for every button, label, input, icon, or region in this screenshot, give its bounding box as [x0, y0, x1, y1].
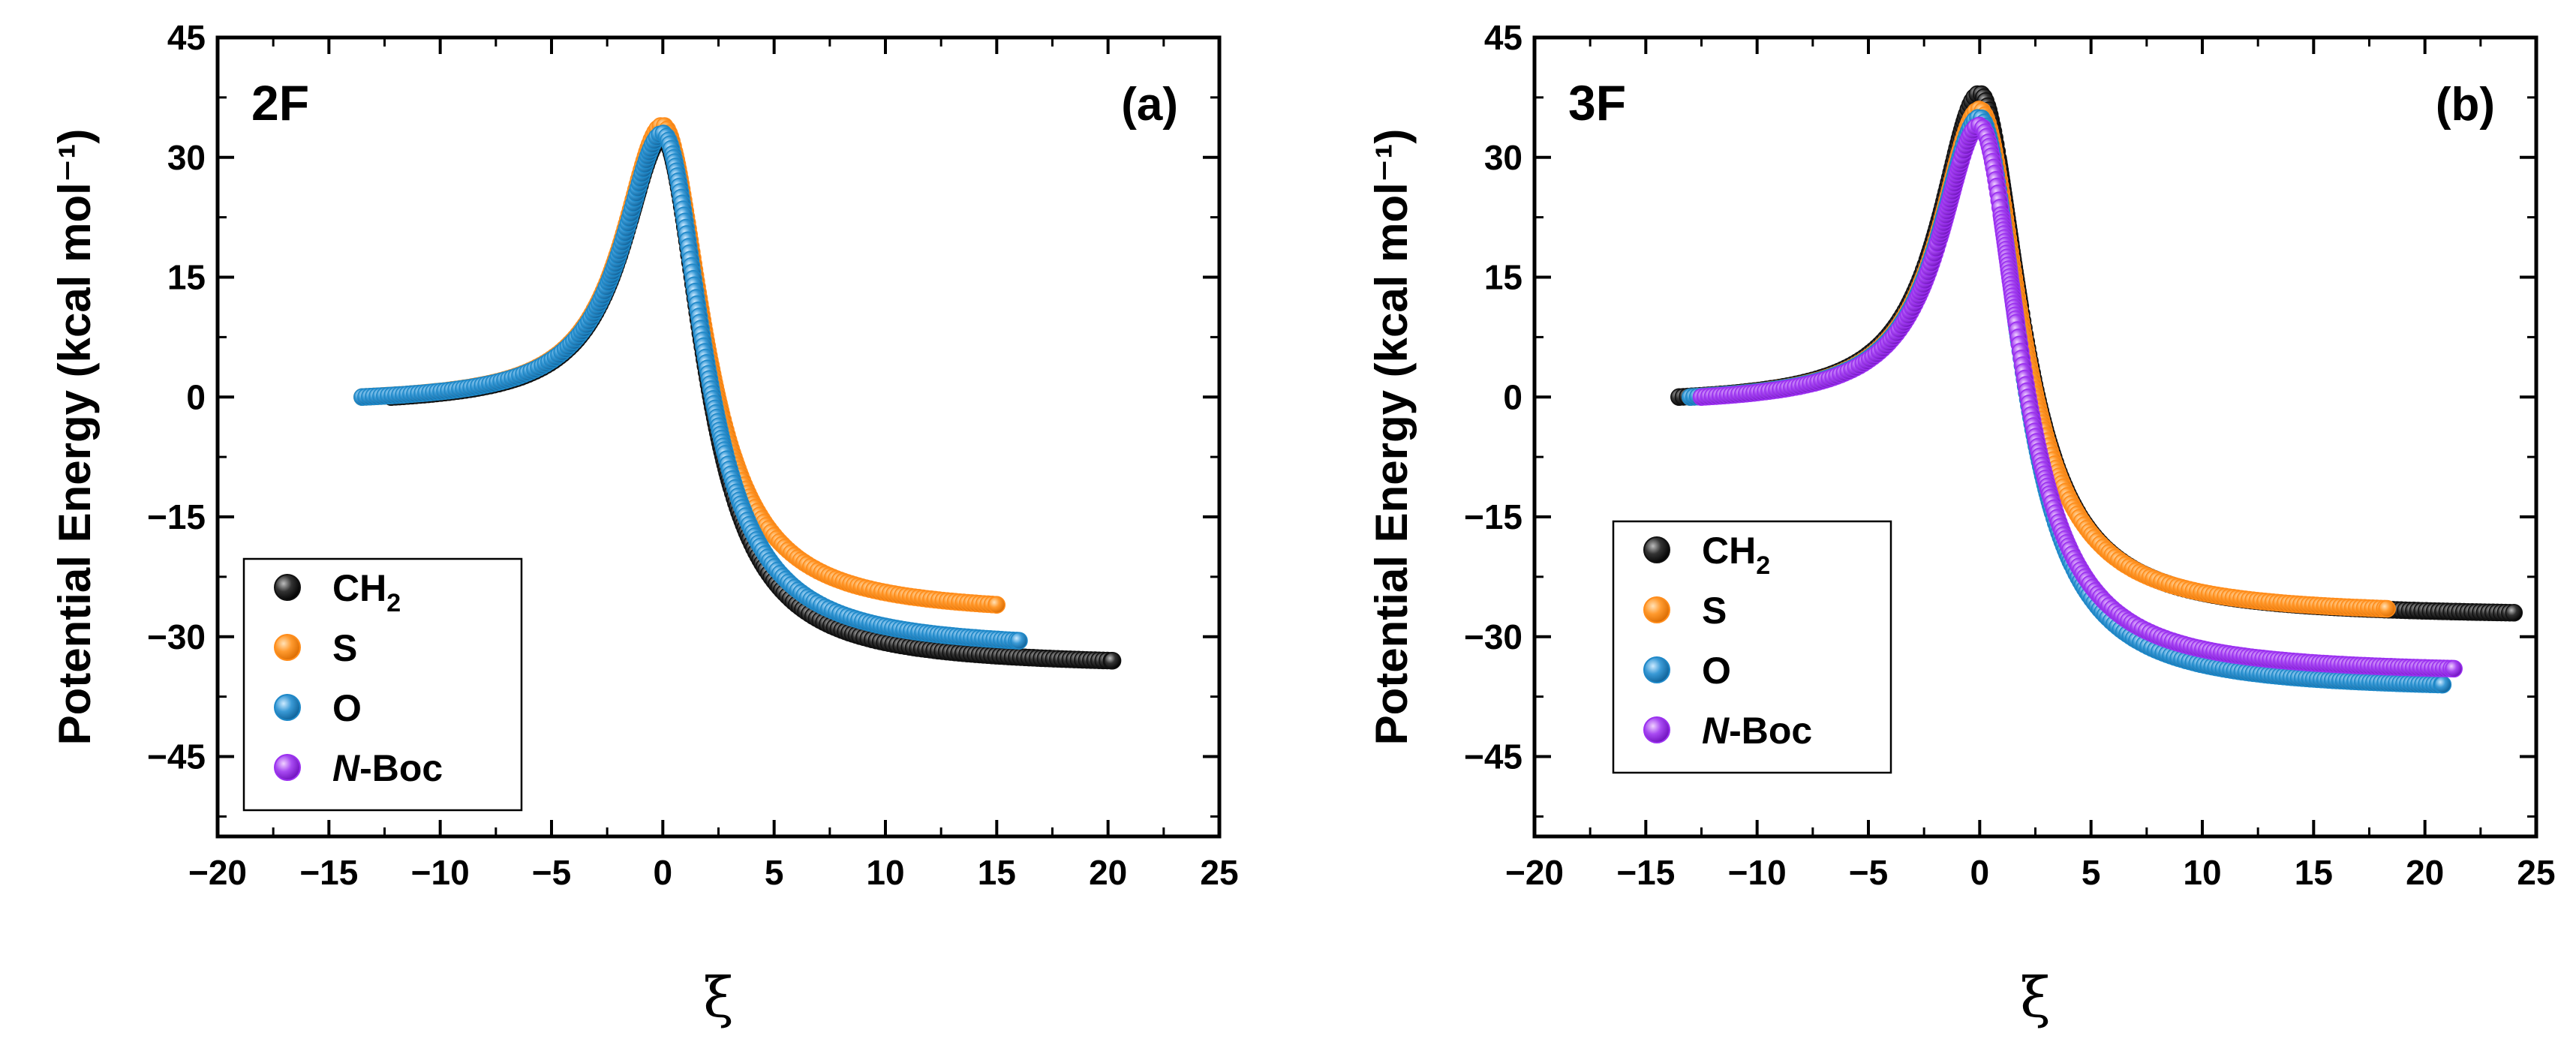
x-tick-label: 0	[1970, 853, 1990, 892]
data-point-nboc	[2445, 659, 2463, 678]
x-tick-label: 10	[866, 853, 904, 892]
y-tick-label: 15	[1484, 258, 1522, 297]
series-nboc	[1692, 116, 2463, 678]
legend-label: S	[1702, 590, 1727, 632]
x-tick-label: −5	[532, 853, 571, 892]
data-point-o	[1010, 632, 1028, 650]
series-o	[353, 125, 1028, 650]
y-tick-label: −45	[1464, 737, 1522, 776]
legend-marker-ch2	[274, 574, 301, 601]
legend-label-sub: 2	[386, 589, 401, 617]
legend-label-main: N	[332, 747, 360, 789]
y-tick-label: 0	[1503, 377, 1522, 416]
y-tick-label: −30	[1464, 617, 1522, 656]
y-tick-label: 45	[167, 18, 206, 57]
legend-label-rest: -Boc	[359, 747, 443, 789]
x-tick-label: −10	[1728, 853, 1787, 892]
legend-label-main: S	[1702, 590, 1727, 632]
y-tick-label: −15	[147, 497, 206, 536]
legend-label: S	[332, 627, 357, 669]
legend-label-main: O	[1702, 650, 1731, 692]
legend-label: CH2	[332, 567, 401, 617]
x-tick-label: 20	[1089, 853, 1127, 892]
legend-marker-nboc	[274, 754, 301, 781]
x-tick-label: 15	[978, 853, 1016, 892]
y-tick-label: 15	[167, 258, 206, 297]
x-tick-label: 25	[1200, 853, 1238, 892]
y-tick-label: −30	[147, 617, 206, 656]
panel-label: (a)	[1121, 79, 1178, 131]
plot-area	[1670, 85, 2523, 694]
x-tick-label: 15	[2295, 853, 2333, 892]
plot-area	[353, 117, 1122, 670]
x-tick-label: 25	[2517, 853, 2555, 892]
x-axis-title: ξ	[2020, 965, 2051, 1030]
x-tick-label: 20	[2406, 853, 2444, 892]
x-tick-label: −20	[1505, 853, 1564, 892]
data-point-ch2	[2505, 604, 2523, 622]
x-axis-title: ξ	[703, 965, 734, 1030]
x-tick-label: 5	[765, 853, 784, 892]
legend-box	[1612, 520, 1892, 774]
legend-label: O	[332, 687, 362, 729]
legend-label-rest: -Boc	[1729, 710, 1812, 752]
y-tick-label: 45	[1484, 18, 1522, 57]
legend-marker-ch2	[1643, 536, 1670, 563]
x-tick-label: −20	[188, 853, 247, 892]
y-tick-label: −15	[1464, 497, 1522, 536]
legend-marker-o	[1643, 656, 1670, 683]
data-point-s	[2378, 599, 2396, 618]
legend-marker-s	[274, 634, 301, 661]
legend-label: O	[1702, 650, 1731, 692]
panel-2f: −20 −15 −10 −5 0 5 10 15 20 25 −45 −30 −15 0 15 30 45 Pot…	[50, 18, 1239, 1030]
legend-label-main: O	[332, 687, 362, 729]
panel-label: (b)	[2436, 79, 2495, 131]
x-tick-label: 0	[654, 853, 673, 892]
x-tick-label: 10	[2183, 853, 2221, 892]
x-tick-label: −15	[1616, 853, 1675, 892]
x-tick-label: −5	[1849, 853, 1888, 892]
legend-marker-o	[274, 694, 301, 721]
panel-title: 3F	[1568, 75, 1626, 131]
legend-label-main: S	[332, 627, 357, 669]
x-tick-label: 5	[2082, 853, 2101, 892]
x-tick-label: −10	[411, 853, 470, 892]
y-axis-title: Potential Energy (kcal mol⁻¹)	[50, 129, 100, 746]
legend-marker-s	[1643, 596, 1670, 623]
legend-marker-nboc	[1643, 716, 1670, 743]
x-tick-label: −15	[299, 853, 358, 892]
legend-label: N-Boc	[1702, 710, 1812, 752]
panel-title: 2F	[251, 75, 309, 131]
legend-label-main: CH	[1702, 530, 1756, 572]
data-point-ch2	[1103, 651, 1122, 670]
legend-label: CH2	[1702, 530, 1770, 580]
legend-label-sub: 2	[1756, 551, 1770, 580]
y-tick-label: 30	[167, 138, 206, 177]
panel-3f: −20 −15 −10 −5 0 5 10 15 20 25 −45 −30 −15 0 15 30 45 Pot…	[1366, 18, 2556, 1030]
y-tick-label: 0	[186, 377, 206, 416]
y-axis-title: Potential Energy (kcal mol⁻¹)	[1366, 129, 1417, 746]
y-tick-label: 30	[1484, 138, 1522, 177]
y-tick-label: −45	[147, 737, 206, 776]
data-point-s	[987, 596, 1006, 614]
data-point-o	[2433, 675, 2452, 694]
legend-label-main: N	[1702, 710, 1730, 752]
legend-label-main: CH	[332, 567, 386, 609]
legend-label: N-Boc	[332, 747, 443, 789]
